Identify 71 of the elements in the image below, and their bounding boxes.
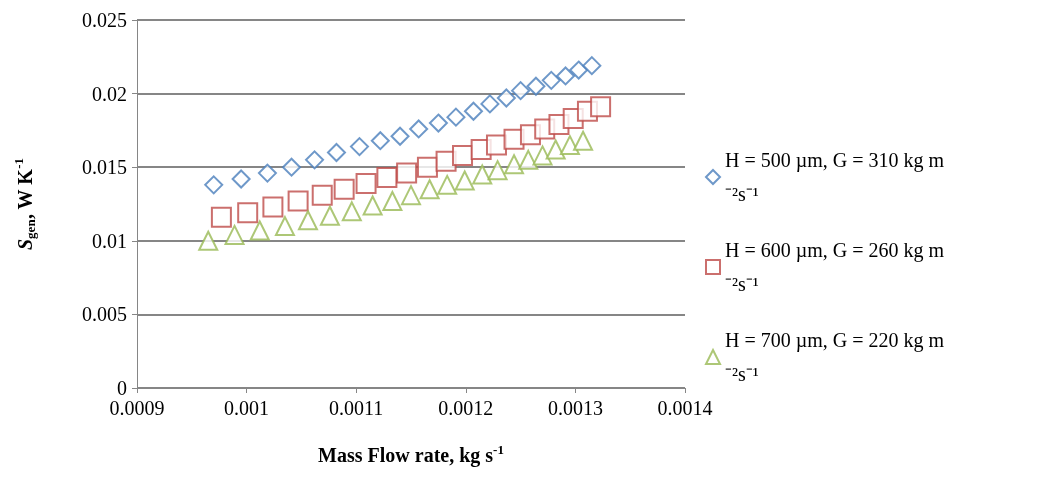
point [333,178,355,200]
point [390,126,410,146]
point [463,101,483,121]
y-tick-label: 0.025 [82,9,127,31]
point [282,157,302,177]
point [341,201,362,222]
point [362,195,383,216]
point [504,154,525,175]
point [532,145,553,166]
point [349,137,369,157]
point [370,131,390,151]
point [454,170,475,191]
point [319,205,340,226]
point [224,224,245,245]
point [355,172,377,194]
point [559,135,580,156]
point [274,216,295,237]
y-tick-label: 0.005 [82,303,127,326]
point [437,174,458,195]
point [376,167,398,188]
point [480,94,500,114]
point [396,162,418,184]
point [237,202,259,224]
point [556,66,576,86]
point [257,163,277,183]
point [541,70,561,90]
x-tick-label: 0.001 [224,397,270,419]
point [382,191,403,212]
point [198,230,219,251]
point [569,60,589,80]
x-tick-label: 0.0014 [657,397,713,419]
legend-label: H = 500 µm, G = 310 kg m⁻²s⁻¹ [725,149,945,205]
point [573,130,594,151]
point [485,134,507,156]
point [249,220,270,241]
point [409,119,429,139]
y-tick-label: 0.015 [82,156,127,179]
x-tick-label: 0.0013 [547,397,603,419]
point [210,206,232,228]
point [305,150,325,170]
y-axis-title: Sgen, W K-1 [11,157,38,251]
legend-label: H = 600 µm, G = 260 kg m⁻²s⁻¹ [725,239,945,295]
point [590,96,612,118]
point [526,76,546,96]
x-tick-label: 0.0012 [438,397,494,419]
x-tick-label: 0.0011 [329,397,384,419]
x-tick-label: 0.0009 [109,397,165,419]
point [446,107,466,127]
y-tick-label: 0.02 [92,82,127,105]
point [231,169,251,189]
point [511,81,531,101]
point [452,144,474,166]
point [472,164,493,185]
point [518,149,539,170]
y-tick-label: 0 [117,377,127,399]
point [401,185,421,206]
point [545,139,566,160]
point [311,184,333,206]
legend-label: H = 700 µm, G = 220 kg m⁻²s⁻¹ [725,329,945,385]
point [487,160,508,181]
point [204,175,224,195]
point [496,88,516,108]
point [262,196,284,218]
point [297,210,318,231]
point [287,190,309,212]
point [428,113,448,133]
point [326,142,346,162]
y-tick-label: 0.01 [92,229,127,252]
point [419,179,440,200]
point [582,56,602,76]
point [416,156,438,178]
